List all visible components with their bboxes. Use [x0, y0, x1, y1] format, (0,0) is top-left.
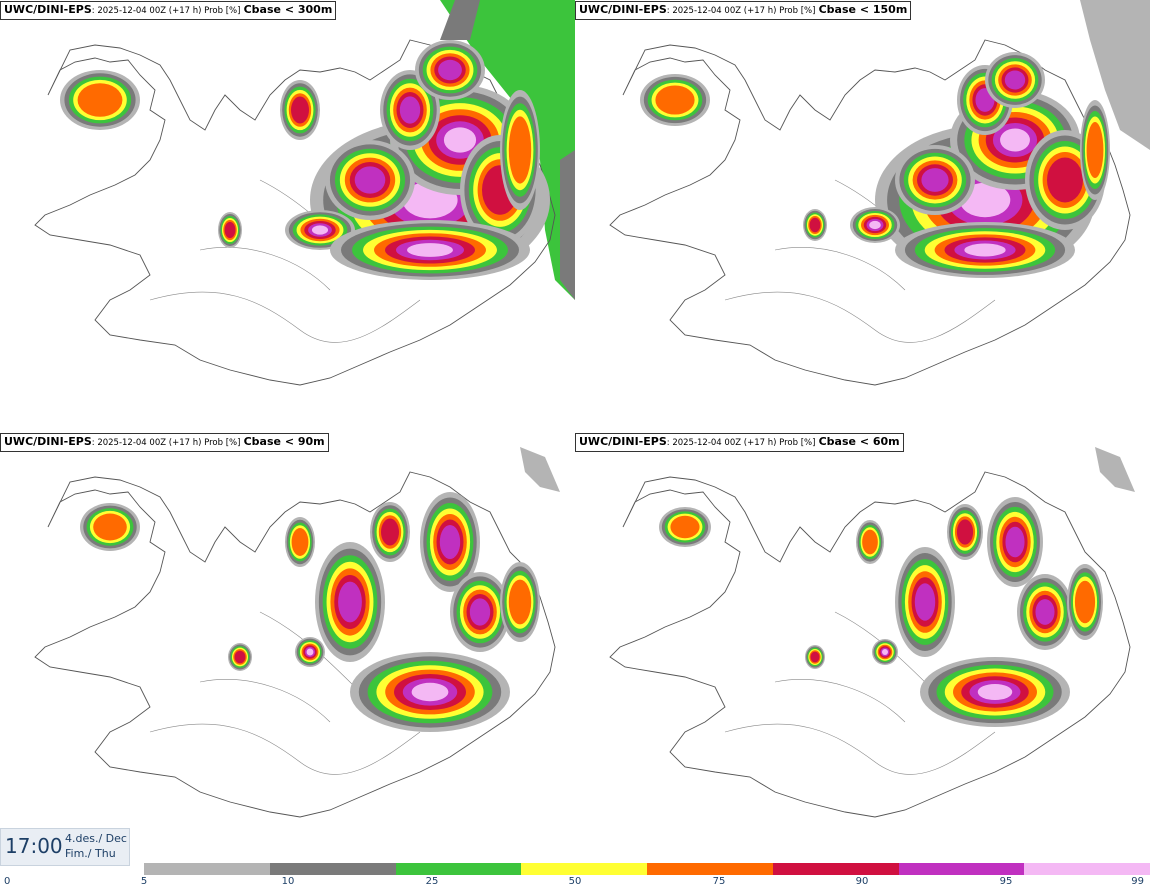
- probability-contour: [93, 513, 127, 541]
- probability-contour: [655, 85, 695, 115]
- probability-contour: [411, 682, 449, 702]
- model-name: UWC/DINI-EPS: [579, 3, 667, 16]
- colorbar-ticks: 0 5 10 25 50 75 90 95 99: [0, 876, 1150, 890]
- run-info: : 2025-12-04 00Z (+17 h) Prob [%]: [91, 6, 241, 16]
- run-info: : 2025-12-04 00Z (+17 h) Prob [%]: [91, 438, 241, 448]
- iceland-map-90: [34, 447, 560, 818]
- threshold-label: Cbase < 150m: [818, 3, 908, 16]
- colorbar-segment: [144, 863, 270, 875]
- run-info: : 2025-12-04 00Z (+17 h) Prob [%]: [666, 6, 816, 16]
- iceland-coastline: [34, 39, 556, 386]
- iceland-coastline: [609, 471, 1131, 818]
- iceland-coastline: [609, 39, 1131, 386]
- iceland-map-300: [34, 0, 575, 386]
- probability-contour: [381, 518, 399, 546]
- sea-probability-area: [1080, 0, 1150, 150]
- probability-contour: [1035, 599, 1055, 625]
- probability-contour: [1004, 70, 1026, 90]
- colorbar-tick-label: 99: [1131, 876, 1144, 887]
- probability-contour: [810, 651, 820, 663]
- map-panel-cbase-90: UWC/DINI-EPS: 2025-12-04 00Z (+17 h) Pro…: [0, 432, 575, 864]
- probability-contour: [508, 116, 532, 184]
- probability-contour: [977, 683, 1013, 701]
- probability-contour: [1047, 157, 1083, 203]
- probability-contour: [407, 243, 453, 257]
- probability-contour: [1005, 526, 1025, 558]
- valid-date: 4.des./ Dec: [65, 832, 127, 845]
- colorbar-tick-label: 90: [855, 876, 869, 887]
- probability-contour: [921, 168, 949, 192]
- probability-colorbar: [144, 863, 1150, 875]
- colorbar-segment: [898, 863, 1025, 875]
- probability-contour: [291, 528, 309, 556]
- colorbar-tick-label: 95: [999, 876, 1013, 887]
- probability-contour: [914, 583, 936, 621]
- probability-contour: [443, 127, 477, 153]
- colorbar-tick-label: 5: [140, 876, 148, 887]
- model-name: UWC/DINI-EPS: [4, 435, 92, 448]
- threshold-label: Cbase < 60m: [818, 435, 900, 448]
- sea-probability-area: [440, 0, 575, 300]
- probability-contour: [234, 650, 246, 664]
- map-panel-cbase-150: UWC/DINI-EPS: 2025-12-04 00Z (+17 h) Pro…: [575, 0, 1150, 432]
- colorbar-tick-label: 50: [568, 876, 582, 887]
- probability-contour: [1086, 122, 1104, 178]
- iceland-coastline: [34, 471, 556, 818]
- probability-contour: [311, 225, 329, 235]
- probability-contour: [439, 525, 461, 559]
- model-name: UWC/DINI-EPS: [579, 435, 667, 448]
- colorbar-tick-label: 75: [712, 876, 726, 887]
- iceland-map-60: [609, 447, 1135, 818]
- colorbar-tick-label: 10: [281, 876, 295, 887]
- sea-probability-area: [440, 0, 575, 300]
- sea-probability-area: [520, 447, 560, 492]
- probability-contour: [1074, 580, 1096, 624]
- threshold-label: Cbase < 300m: [243, 3, 333, 16]
- panel-title: UWC/DINI-EPS: 2025-12-04 00Z (+17 h) Pro…: [0, 433, 329, 452]
- valid-time-box: 17:00 4.des./ Dec Fim./ Thu: [0, 828, 130, 866]
- threshold-label: Cbase < 90m: [243, 435, 325, 448]
- panel-title: UWC/DINI-EPS: 2025-12-04 00Z (+17 h) Pro…: [575, 1, 912, 20]
- colorbar-segment: [521, 863, 647, 875]
- probability-contour: [956, 519, 974, 545]
- colorbar-tick-label: 25: [425, 876, 439, 887]
- colorbar-segment: [1024, 863, 1150, 875]
- probability-contour: [809, 217, 821, 233]
- probability-contour: [224, 221, 236, 239]
- probability-contour: [438, 59, 462, 81]
- colorbar-segment: [772, 863, 899, 875]
- probability-contour: [291, 96, 309, 124]
- probability-contour: [869, 220, 881, 230]
- sea-probability-area: [1095, 447, 1135, 492]
- probability-contour: [306, 648, 314, 656]
- valid-weekday: Fim./ Thu: [65, 847, 116, 860]
- iceland-map-150: [609, 0, 1150, 386]
- probability-contour: [862, 529, 878, 555]
- probability-contour: [508, 579, 532, 625]
- panel-title: UWC/DINI-EPS: 2025-12-04 00Z (+17 h) Pro…: [575, 433, 904, 452]
- probability-contour: [670, 515, 700, 539]
- probability-contour: [399, 96, 421, 124]
- probability-contour: [354, 166, 386, 194]
- colorbar-tick-label: 0: [4, 876, 11, 887]
- probability-contour: [338, 581, 362, 623]
- probability-contour: [469, 598, 491, 626]
- model-name: UWC/DINI-EPS: [4, 3, 92, 16]
- colorbar-segment: [647, 863, 773, 875]
- colorbar-segment: [395, 863, 522, 875]
- probability-contour: [964, 243, 1006, 257]
- map-panel-cbase-60: UWC/DINI-EPS: 2025-12-04 00Z (+17 h) Pro…: [575, 432, 1150, 864]
- map-panel-cbase-300: UWC/DINI-EPS: 2025-12-04 00Z (+17 h) Pro…: [0, 0, 575, 432]
- colorbar-segment: [269, 863, 396, 875]
- run-info: : 2025-12-04 00Z (+17 h) Prob [%]: [666, 438, 816, 448]
- probability-contour: [1000, 128, 1030, 152]
- probability-contour: [77, 83, 123, 117]
- panel-title: UWC/DINI-EPS: 2025-12-04 00Z (+17 h) Pro…: [0, 1, 337, 20]
- valid-time: 17:00: [5, 834, 63, 858]
- probability-contour: [882, 649, 888, 655]
